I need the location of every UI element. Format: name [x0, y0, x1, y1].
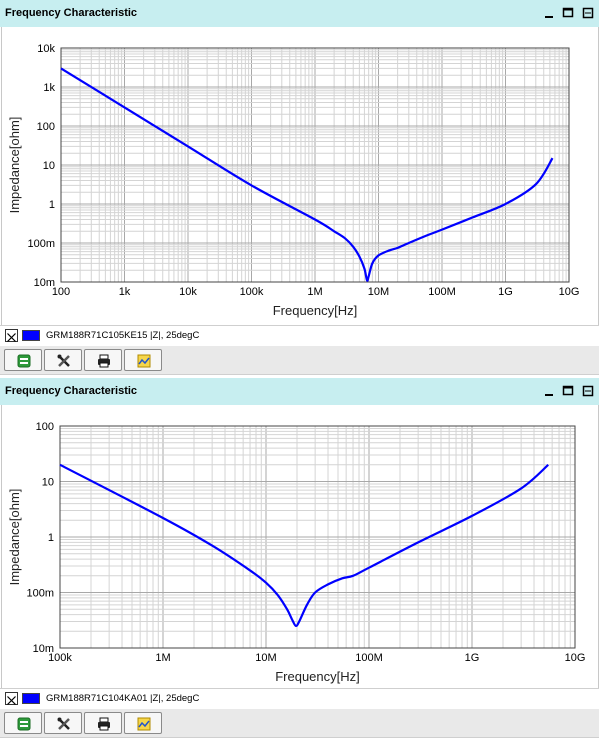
print-button[interactable]: [84, 349, 122, 371]
copy-data-button[interactable]: [4, 349, 42, 371]
copy-data-button[interactable]: [4, 712, 42, 734]
impedance-chart: 100k 1M 10M 100M 1G 10G 10m 100m 1 10 100 Frequency…: [7, 421, 586, 684]
y-tick-label: 1: [49, 199, 55, 211]
toolbar: [0, 346, 599, 375]
settings-tools-icon: [57, 717, 70, 730]
settings-tools-button[interactable]: [44, 349, 82, 371]
x-tick-label: 100M: [428, 286, 456, 298]
y-tick-label: 10: [43, 160, 55, 172]
x-tick-label: 100M: [355, 652, 383, 664]
export-image-button[interactable]: [124, 349, 162, 371]
x-tick-label: 10G: [559, 286, 580, 298]
impedance-curve: [60, 67, 554, 282]
copy-data-icon: [17, 354, 31, 368]
legend-row: GRM188R71C105KE15 |Z|, 25degC: [0, 325, 599, 347]
x-tick-label: 1G: [465, 652, 480, 664]
x-tick-label: 1M: [155, 652, 170, 664]
legend-color-swatch[interactable]: [22, 330, 40, 341]
legend-remove-checkbox[interactable]: [5, 692, 18, 705]
settings-tools-button[interactable]: [44, 712, 82, 734]
legend-remove-checkbox[interactable]: [5, 329, 18, 342]
x-tick-label: 1G: [498, 286, 513, 298]
grid-lines: [59, 426, 575, 649]
legend-label: GRM188R71C104KA01 |Z|, 25degC: [46, 693, 200, 704]
legend-label: GRM188R71C105KE15 |Z|, 25degC: [46, 330, 200, 341]
x-tick-label: 1M: [307, 286, 322, 298]
chart-area: 100 1k 10k 100k 1M 10M 100M 1G 10G 10m 100m 1 10 100 1…: [1, 27, 599, 325]
window-title: Frequency Characteristic: [5, 7, 138, 19]
y-tick-label: 100: [37, 121, 55, 133]
chart-window-1: Frequency Characteristic 100 1k 10k 100k 1M 1…: [0, 0, 599, 375]
x-tick-label: 10M: [368, 286, 389, 298]
toolbar: [0, 709, 599, 738]
y-axis-label: Impedance[ohm]: [7, 489, 22, 586]
chart-area: 100k 1M 10M 100M 1G 10G 10m 100m 1 10 100 Frequency…: [1, 405, 599, 691]
y-tick-label: 100m: [27, 238, 55, 250]
plot-frame: [59, 425, 576, 649]
y-tick-label: 10m: [34, 277, 55, 289]
minimize-icon[interactable]: [541, 5, 557, 21]
y-tick-label: 100: [36, 421, 54, 433]
legend-color-swatch[interactable]: [22, 693, 40, 704]
window-title: Frequency Characteristic: [5, 385, 138, 397]
print-icon: [98, 354, 110, 368]
x-tick-label: 100k: [48, 652, 72, 664]
export-image-icon: [137, 717, 151, 731]
y-tick-label: 100m: [26, 588, 54, 600]
y-axis-label: Impedance[ohm]: [7, 117, 22, 214]
plot-frame: [60, 47, 570, 283]
y-tick-label: 10m: [33, 643, 54, 655]
x-tick-label: 100: [52, 286, 70, 298]
chart-window-2: Frequency Characteristic 100k 1M 10M 100M 1G…: [0, 378, 599, 741]
y-tick-label: 1: [48, 532, 54, 544]
x-axis-label: Frequency[Hz]: [273, 303, 358, 318]
close-icon[interactable]: [580, 383, 596, 399]
copy-data-icon: [17, 717, 31, 731]
settings-tools-icon: [57, 354, 70, 367]
impedance-curve: [59, 463, 549, 628]
maximize-icon[interactable]: [560, 383, 576, 399]
y-tick-label: 10: [42, 477, 54, 489]
grid-lines: [60, 48, 569, 283]
x-tick-label: 10k: [179, 286, 197, 298]
print-button[interactable]: [84, 712, 122, 734]
maximize-icon[interactable]: [560, 5, 576, 21]
x-axis-label: Frequency[Hz]: [275, 669, 360, 684]
minimize-icon[interactable]: [541, 383, 557, 399]
x-tick-label: 10M: [255, 652, 276, 664]
export-image-icon: [137, 354, 151, 368]
impedance-chart: 100 1k 10k 100k 1M 10M 100M 1G 10G 10m 100m 1 10 100 1…: [7, 43, 580, 318]
x-tick-label: 100k: [240, 286, 264, 298]
y-tick-label: 1k: [43, 82, 55, 94]
print-icon: [98, 717, 110, 731]
x-tick-label: 10G: [565, 652, 586, 664]
legend-row: GRM188R71C104KA01 |Z|, 25degC: [0, 688, 599, 710]
window-titlebar: Frequency Characteristic: [0, 378, 599, 405]
window-titlebar: Frequency Characteristic: [0, 0, 599, 27]
y-tick-label: 10k: [37, 43, 55, 55]
x-tick-label: 1k: [119, 286, 131, 298]
close-icon[interactable]: [580, 5, 596, 21]
export-image-button[interactable]: [124, 712, 162, 734]
